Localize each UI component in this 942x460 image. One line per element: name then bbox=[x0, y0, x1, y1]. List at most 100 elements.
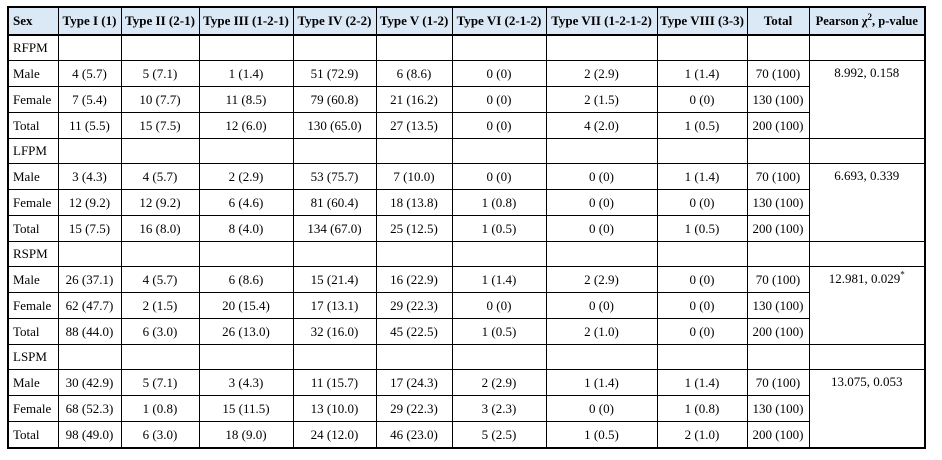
empty-cell bbox=[198, 138, 294, 164]
data-cell: 5 (7.1) bbox=[120, 60, 200, 87]
table-row-lfpm-male: Male 3 (4.3) 4 (5.7) 2 (2.9) 53 (75.7) 7 (10.… bbox=[7, 163, 926, 242]
empty-cell bbox=[375, 241, 453, 267]
data-cell: 0 (0) bbox=[451, 60, 547, 87]
data-cell: 0 (0) bbox=[545, 163, 658, 190]
data-cell: 0 (0) bbox=[656, 266, 748, 293]
empty-cell bbox=[120, 138, 200, 164]
data-cell: 25 (12.5) bbox=[375, 215, 453, 242]
data-cell: 20 (15.4) bbox=[198, 292, 294, 319]
data-cell: 200 (100) bbox=[746, 421, 810, 449]
data-cell: 2 (2.9) bbox=[198, 163, 294, 190]
data-cell: 11 (5.5) bbox=[57, 112, 122, 139]
data-cell: 1 (0.5) bbox=[545, 421, 658, 449]
empty-cell bbox=[57, 241, 122, 267]
data-cell: 0 (0) bbox=[656, 86, 748, 113]
row-label-cell: Male bbox=[7, 369, 59, 396]
empty-cell bbox=[746, 138, 810, 164]
data-cell: 29 (22.3) bbox=[375, 395, 453, 422]
empty-cell bbox=[451, 344, 547, 370]
data-cell: 88 (44.0) bbox=[57, 318, 122, 345]
section-label-cell: LSPM bbox=[7, 344, 59, 370]
data-cell: 130 (100) bbox=[746, 189, 810, 216]
empty-cell bbox=[451, 34, 547, 61]
data-cell: 45 (22.5) bbox=[375, 318, 453, 345]
data-cell: 68 (52.3) bbox=[57, 395, 122, 422]
chi-square-value-cell: 13.075, 0.053 bbox=[808, 369, 926, 449]
empty-cell bbox=[292, 344, 377, 370]
section-label-cell: RFPM bbox=[7, 34, 59, 61]
data-cell: 24 (12.0) bbox=[292, 421, 377, 449]
header-cell-type-iv-2-2: Type IV (2-2) bbox=[292, 6, 377, 36]
data-cell: 1 (1.4) bbox=[656, 369, 748, 396]
table-row-rspm-male: Male 26 (37.1) 4 (5.7) 6 (8.6) 15 (21.4) 16 (… bbox=[7, 266, 926, 345]
empty-cell bbox=[198, 34, 294, 61]
data-cell: 7 (10.0) bbox=[375, 163, 453, 190]
data-cell: 29 (22.3) bbox=[375, 292, 453, 319]
header-cell-sex: Sex bbox=[7, 6, 59, 36]
data-cell: 0 (0) bbox=[451, 86, 547, 113]
data-cell: 4 (2.0) bbox=[545, 112, 658, 139]
empty-cell bbox=[451, 241, 547, 267]
data-cell: 4 (5.7) bbox=[120, 163, 200, 190]
data-cell: 46 (23.0) bbox=[375, 421, 453, 449]
header-cell-type-v-1-2: Type V (1-2) bbox=[375, 6, 453, 36]
data-cell: 200 (100) bbox=[746, 318, 810, 345]
data-cell: 32 (16.0) bbox=[292, 318, 377, 345]
empty-cell bbox=[451, 138, 547, 164]
data-cell: 70 (100) bbox=[746, 163, 810, 190]
table-row-rfpm-male: Male 4 (5.7) 5 (7.1) 1 (1.4) 51 (72.9) 6 (8.6… bbox=[7, 60, 926, 139]
data-cell: 12 (6.0) bbox=[198, 112, 294, 139]
data-cell: 2 (1.5) bbox=[120, 292, 200, 319]
empty-cell bbox=[120, 241, 200, 267]
empty-cell bbox=[292, 138, 377, 164]
data-cell: 4 (5.7) bbox=[57, 60, 122, 87]
data-cell: 130 (100) bbox=[746, 292, 810, 319]
table-row-rfpm-total: Total 11 (5.5) 15 (7.5) 12 (6.0) 130 (65.0) 2… bbox=[7, 112, 925, 139]
empty-cell bbox=[198, 344, 294, 370]
header-cell-type-i-1: Type I (1) bbox=[57, 6, 122, 36]
empty-cell bbox=[808, 241, 926, 267]
data-cell: 53 (75.7) bbox=[292, 163, 377, 190]
data-cell: 1 (0.5) bbox=[451, 215, 547, 242]
empty-cell bbox=[656, 138, 748, 164]
empty-cell bbox=[808, 344, 926, 370]
data-cell: 6 (3.0) bbox=[120, 421, 200, 449]
data-cell: 26 (13.0) bbox=[198, 318, 294, 345]
empty-cell bbox=[746, 34, 810, 61]
chi-square-value-cell: 6.693, 0.339 bbox=[808, 163, 926, 242]
table-row-rspm-total: Total 88 (44.0) 6 (3.0) 26 (13.0) 32 (16.0) 4… bbox=[7, 318, 925, 345]
data-cell: 98 (49.0) bbox=[57, 421, 122, 449]
table-row-lspm-male: Male 30 (42.9) 5 (7.1) 3 (4.3) 11 (15.7) 17 (… bbox=[7, 369, 926, 449]
empty-cell bbox=[375, 34, 453, 61]
empty-cell bbox=[57, 138, 122, 164]
table-row-lspm-female: Female 68 (52.3) 1 (0.8) 15 (11.5) 13 (10.0)… bbox=[7, 395, 925, 422]
empty-cell bbox=[656, 344, 748, 370]
chi-square-value-cell: 8.992, 0.158 bbox=[808, 60, 926, 139]
data-cell: 0 (0) bbox=[656, 318, 748, 345]
section-label-cell: RSPM bbox=[7, 241, 59, 267]
data-cell: 6 (8.6) bbox=[375, 60, 453, 87]
data-cell: 200 (100) bbox=[746, 215, 810, 242]
empty-cell bbox=[656, 241, 748, 267]
data-cell: 0 (0) bbox=[545, 395, 658, 422]
header-cell-type-vii-1-2-1-2: Type VII (1-2-1-2) bbox=[545, 6, 658, 36]
data-cell: 3 (4.3) bbox=[198, 369, 294, 396]
data-cell: 13 (10.0) bbox=[292, 395, 377, 422]
data-cell: 0 (0) bbox=[545, 215, 658, 242]
empty-cell bbox=[545, 34, 658, 61]
row-label-cell: Total bbox=[7, 215, 59, 242]
table-row-lspm-total: Total 98 (49.0) 6 (3.0) 18 (9.0) 24 (12.0) 46… bbox=[7, 421, 925, 449]
table-row-rfpm-female: Female 7 (5.4) 10 (7.7) 11 (8.5) 79 (60.8) 21… bbox=[7, 86, 925, 113]
row-label-cell: Male bbox=[7, 60, 59, 87]
data-cell: 130 (65.0) bbox=[292, 112, 377, 139]
empty-cell bbox=[545, 344, 658, 370]
empty-cell bbox=[656, 34, 748, 61]
data-cell: 1 (1.4) bbox=[545, 369, 658, 396]
header-cell-type-viii-3-3: Type VIII (3-3) bbox=[656, 6, 748, 36]
table-row-lfpm-total: Total 15 (7.5) 16 (8.0) 8 (4.0) 134 (67.0) 25… bbox=[7, 215, 925, 242]
header-cell-total: Total bbox=[746, 6, 810, 36]
data-cell: 1 (0.5) bbox=[656, 112, 748, 139]
data-cell: 70 (100) bbox=[746, 369, 810, 396]
data-cell: 18 (13.8) bbox=[375, 189, 453, 216]
data-cell: 2 (2.9) bbox=[545, 266, 658, 293]
